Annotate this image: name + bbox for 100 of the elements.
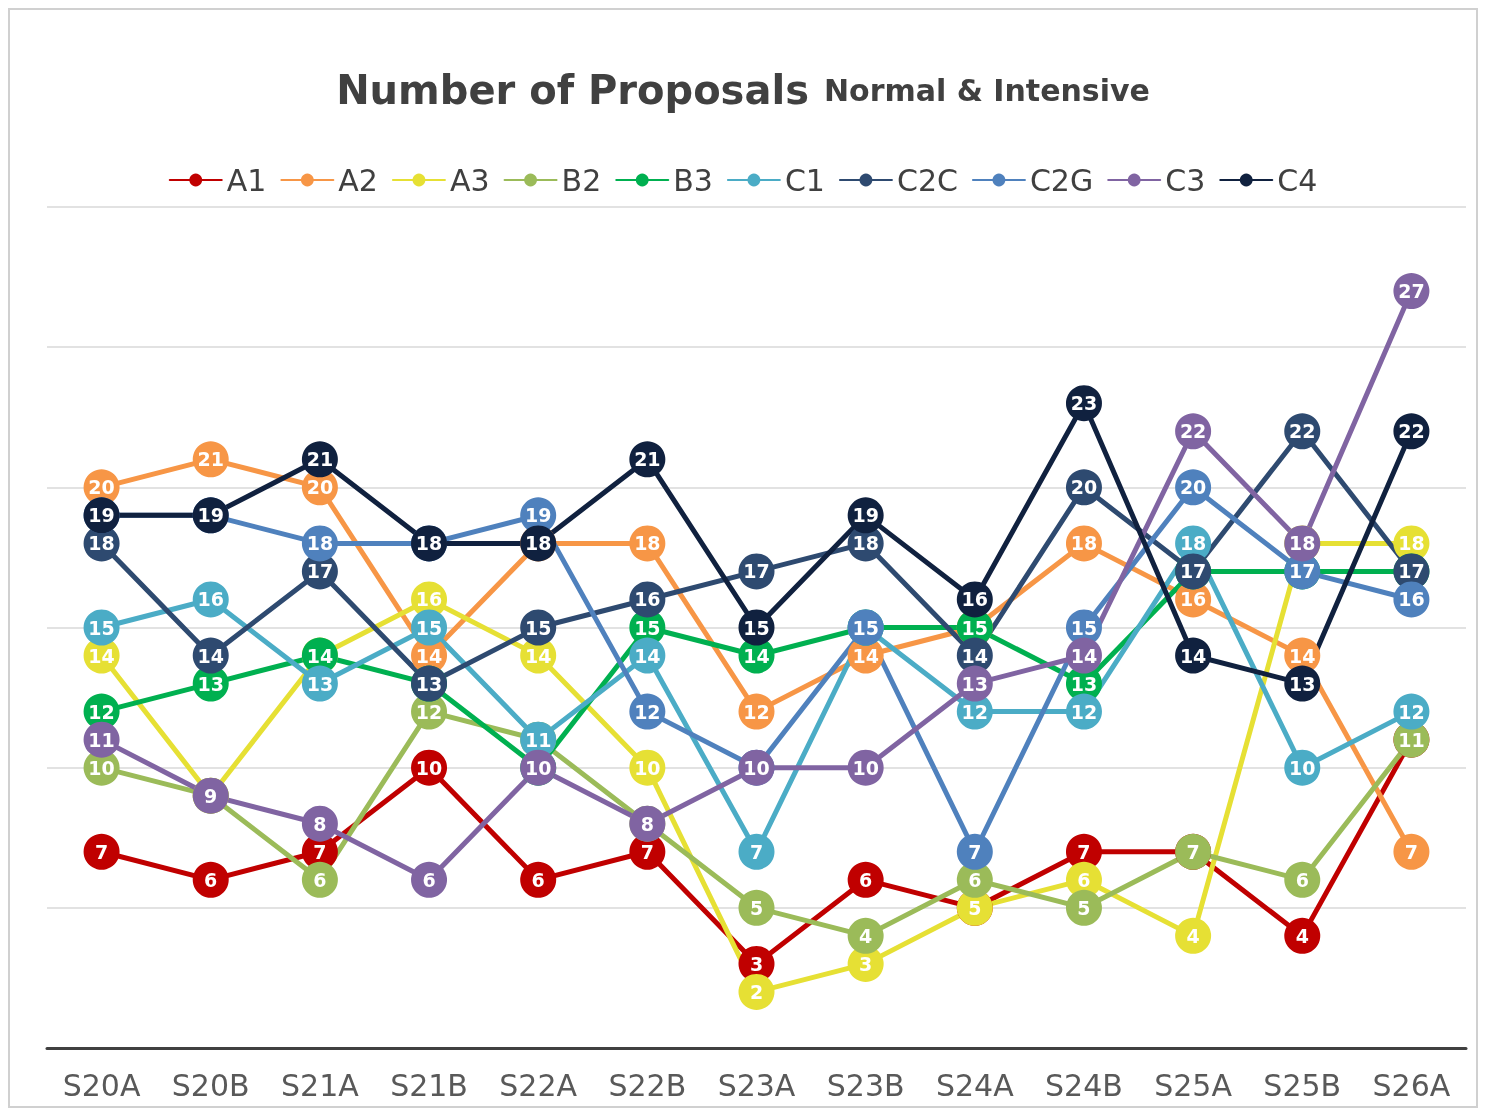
data-label: 5 xyxy=(968,896,982,919)
data-label: 7 xyxy=(313,840,327,863)
data-label: 6 xyxy=(968,868,982,891)
legend-label: C4 xyxy=(1277,162,1318,198)
data-label: 16 xyxy=(1179,588,1207,611)
data-label: 18 xyxy=(88,532,115,555)
data-label: 18 xyxy=(852,532,879,555)
data-label: 7 xyxy=(640,840,654,863)
data-label: 5 xyxy=(749,896,764,919)
data-label: 20 xyxy=(88,476,115,499)
data-label: 18 xyxy=(1398,532,1425,555)
data-label: 3 xyxy=(749,952,764,975)
data-label: 18 xyxy=(306,532,334,555)
data-label: 14 xyxy=(524,644,552,667)
data-label: 14 xyxy=(634,644,661,667)
data-label: 17 xyxy=(306,560,334,583)
data-label: 6 xyxy=(1295,868,1309,891)
data-label: 21 xyxy=(634,448,661,471)
data-label: 6 xyxy=(422,868,436,891)
x-tick-label: S25B xyxy=(1263,1067,1342,1103)
data-label: 12 xyxy=(743,700,770,723)
x-tick-label: S25A xyxy=(1154,1067,1233,1103)
data-label: 15 xyxy=(852,616,879,639)
x-tick-label: S21A xyxy=(281,1067,360,1103)
data-label: 14 xyxy=(852,644,879,667)
data-label: 14 xyxy=(306,644,334,667)
data-label: 12 xyxy=(634,700,661,723)
data-label: 2 xyxy=(749,980,764,1003)
data-label: 14 xyxy=(961,644,989,667)
data-label: 10 xyxy=(524,756,552,779)
legend-label: C3 xyxy=(1165,162,1206,198)
data-label: 22 xyxy=(1289,420,1316,443)
data-label: 18 xyxy=(1179,532,1207,555)
legend-label: A2 xyxy=(338,162,378,198)
data-label: 7 xyxy=(94,840,109,863)
data-label: 14 xyxy=(743,644,770,667)
data-label: 6 xyxy=(859,868,873,891)
data-label: 8 xyxy=(640,812,654,835)
data-label: 22 xyxy=(1398,420,1425,443)
data-label: 17 xyxy=(1289,560,1316,583)
data-label: 13 xyxy=(1289,672,1316,695)
data-label: 14 xyxy=(1289,644,1316,667)
data-label: 22 xyxy=(1179,420,1207,443)
x-tick-label: S22A xyxy=(499,1067,578,1103)
data-label: 12 xyxy=(1398,700,1425,723)
x-tick-label: S24B xyxy=(1045,1067,1123,1103)
data-label: 20 xyxy=(306,476,334,499)
data-label: 20 xyxy=(1070,476,1098,499)
data-label: 17 xyxy=(1179,560,1207,583)
data-label: 16 xyxy=(197,588,224,611)
data-label: 19 xyxy=(524,504,552,527)
data-label: 15 xyxy=(634,616,661,639)
data-label: 27 xyxy=(1398,280,1425,303)
data-label: 15 xyxy=(524,616,552,639)
data-label: 17 xyxy=(743,560,770,583)
data-label: 13 xyxy=(961,672,989,695)
data-label: 4 xyxy=(859,924,873,947)
data-label: 13 xyxy=(197,672,224,695)
data-label: 10 xyxy=(743,756,770,779)
data-label: 19 xyxy=(88,504,115,527)
data-label: 16 xyxy=(415,588,443,611)
data-label: 9 xyxy=(204,784,218,807)
data-label: 13 xyxy=(1070,672,1098,695)
legend-label: A3 xyxy=(449,162,490,198)
data-label: 6 xyxy=(1077,868,1091,891)
data-label: 7 xyxy=(1077,840,1091,863)
data-label: 4 xyxy=(1186,924,1200,947)
data-label: 12 xyxy=(1070,700,1098,723)
data-label: 5 xyxy=(1077,896,1091,919)
data-label: 7 xyxy=(749,840,764,863)
x-tick-label: S20A xyxy=(62,1067,141,1103)
data-label: 19 xyxy=(197,504,224,527)
data-label: 14 xyxy=(1179,644,1207,667)
data-label: 13 xyxy=(415,672,443,695)
data-label: 7 xyxy=(1186,840,1200,863)
data-label: 11 xyxy=(1398,728,1425,751)
x-tick-label: S21B xyxy=(390,1067,468,1103)
data-label: 16 xyxy=(1398,588,1425,611)
data-label: 12 xyxy=(88,700,115,723)
data-label: 19 xyxy=(852,504,879,527)
data-label: 10 xyxy=(415,756,443,779)
legend-label: C2G xyxy=(1029,162,1094,198)
data-label: 10 xyxy=(1289,756,1316,779)
legend-label: B2 xyxy=(561,162,602,198)
data-label: 14 xyxy=(88,644,115,667)
x-tick-label: S23B xyxy=(826,1067,905,1103)
legend-label: B3 xyxy=(673,162,713,198)
data-label: 18 xyxy=(524,532,552,555)
chart-subtitle: Normal & Intensive xyxy=(823,72,1150,108)
legend-label: A1 xyxy=(226,162,267,198)
data-label: 6 xyxy=(313,868,327,891)
data-label: 21 xyxy=(306,448,334,471)
data-label: 11 xyxy=(524,728,552,751)
data-label: 10 xyxy=(88,756,115,779)
data-label: 18 xyxy=(415,532,443,555)
x-tick-label: S24A xyxy=(935,1067,1015,1103)
data-label: 13 xyxy=(306,672,334,695)
data-label: 16 xyxy=(634,588,661,611)
legend-label: C1 xyxy=(784,162,825,198)
data-label: 18 xyxy=(1289,532,1316,555)
